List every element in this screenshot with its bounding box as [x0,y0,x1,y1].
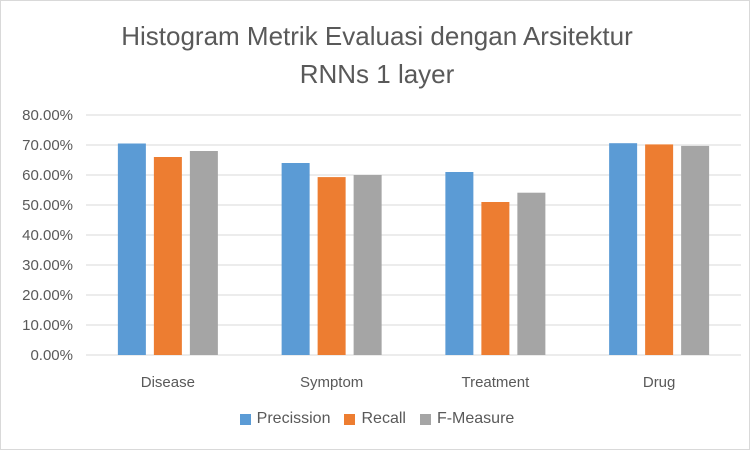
y-tick-label: 80.00% [22,107,73,124]
legend: Precission Recall F-Measure [1,410,752,428]
y-tick-label: 30.00% [22,257,73,274]
legend-item: Recall [344,410,406,428]
bar-f-measure-drug [681,145,710,355]
bar-recall-drug [645,144,674,355]
y-tick-label: 40.00% [22,227,73,244]
x-category-label: Drug [643,374,676,391]
legend-swatch [419,413,431,425]
bar-f-measure-symptom [353,175,382,355]
bar-recall-disease [153,157,182,355]
legend-swatch [344,413,356,425]
bar-precission-symptom [281,163,310,355]
chart-title-line-1: Histogram Metrik Evaluasi dengan Arsitek… [121,21,633,51]
legend-item: Precission [239,410,331,428]
bar-precission-drug [609,143,638,355]
x-category-label: Symptom [300,374,363,391]
legend-label: F-Measure [436,410,515,427]
bar-precission-disease [117,143,146,355]
x-category-label: Treatment [461,374,530,391]
legend-item: F-Measure [419,410,515,428]
legend-label: Recall [361,410,406,427]
legend-swatch [239,413,251,425]
x-category-label: Disease [141,374,195,391]
bar-f-measure-disease [189,151,218,355]
y-tick-label: 20.00% [22,287,73,304]
y-tick-label: 0.00% [30,347,73,364]
y-tick-label: 60.00% [22,167,73,184]
bar-recall-treatment [481,202,510,355]
bar-f-measure-treatment [517,192,546,355]
bar-precission-treatment [445,172,474,355]
y-tick-label: 70.00% [22,137,73,154]
y-tick-label: 10.00% [22,317,73,334]
y-tick-label: 50.00% [22,197,73,214]
chart-title-line-2: RNNs 1 layer [299,59,455,89]
bar-recall-symptom [317,177,346,355]
legend-label: Precission [256,410,331,427]
